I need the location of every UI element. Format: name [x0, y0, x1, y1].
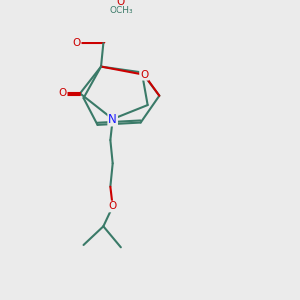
Text: O: O: [72, 38, 81, 48]
Text: OCH₃: OCH₃: [109, 6, 133, 15]
Text: O: O: [140, 70, 148, 80]
Text: O: O: [58, 88, 67, 98]
Text: O: O: [117, 0, 125, 8]
Text: O: O: [109, 202, 117, 212]
Text: N: N: [108, 112, 117, 125]
